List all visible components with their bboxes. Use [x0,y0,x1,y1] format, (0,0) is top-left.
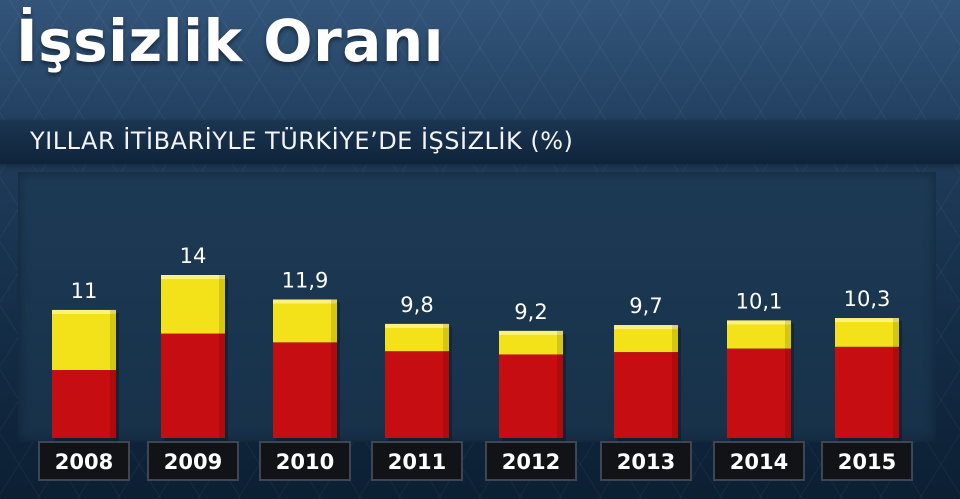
bar-value-label: 9,2 [514,300,547,324]
bar-cap [499,330,563,335]
year-tick-label: 2014 [730,450,788,474]
year-tick-label: 2013 [617,450,675,474]
year-box [149,443,237,479]
bar-top-segment [835,318,899,347]
bar-top-segment [52,309,116,371]
year-tick-label: 2009 [164,450,222,474]
year-box [487,443,575,479]
bar-edge [110,309,116,438]
bar-edge [672,325,678,438]
bar-cap [273,299,337,304]
subtitle-band: YILLAR İTİBARİYLE TÜRKİYE’DE İŞSİZLİK (%… [0,120,960,164]
year-box [40,443,128,479]
bar-bottom-segment [499,354,563,438]
bar-value-label: 14 [180,244,207,268]
bar-cap [161,275,225,280]
bar-cap [727,320,791,325]
bar-top-segment [385,323,449,352]
bar-top-segment [161,275,225,334]
year-box [602,443,690,479]
bar-edge [557,330,563,438]
bar-edge [443,323,449,438]
bar-edge [785,320,791,438]
bar-cap [52,309,116,314]
year-tick-label: 2010 [276,450,334,474]
year-box [715,443,803,479]
bar-bottom-segment [273,342,337,438]
year-tick-label: 2008 [55,450,113,474]
chart-subtitle: YILLAR İTİBARİYLE TÜRKİYE’DE İŞSİZLİK (%… [30,127,574,155]
year-box [261,443,349,479]
bar-value-label: 11,9 [282,268,329,292]
bar-top-segment [273,299,337,343]
page-title: İşsizlik Oranı [16,7,445,75]
bar-value-label: 9,8 [400,293,433,317]
year-tick-label: 2011 [388,450,446,474]
year-tick-label: 2015 [838,450,896,474]
bar-bottom-segment [614,352,678,438]
year-tick-label: 2012 [502,450,560,474]
year-box [823,443,911,479]
bar-bottom-segment [385,351,449,438]
bar-bottom-segment [161,333,225,438]
bar-value-label: 10,1 [736,289,783,313]
bar-value-label: 9,7 [629,294,662,318]
bar-edge [893,318,899,438]
bar-cap [385,323,449,328]
year-box [373,443,461,479]
bar-edge [331,299,337,438]
bar-top-segment [727,320,791,349]
bar-top-segment [614,325,678,353]
bar-cap [614,325,678,330]
bar-value-label: 11 [71,279,98,303]
bar-value-label: 10,3 [844,287,891,311]
bar-edge [219,275,225,438]
bar-top-segment [499,330,563,355]
bar-bottom-segment [835,346,899,438]
bar-bottom-segment [727,348,791,438]
bar-bottom-segment [52,370,116,438]
bar-cap [835,318,899,323]
